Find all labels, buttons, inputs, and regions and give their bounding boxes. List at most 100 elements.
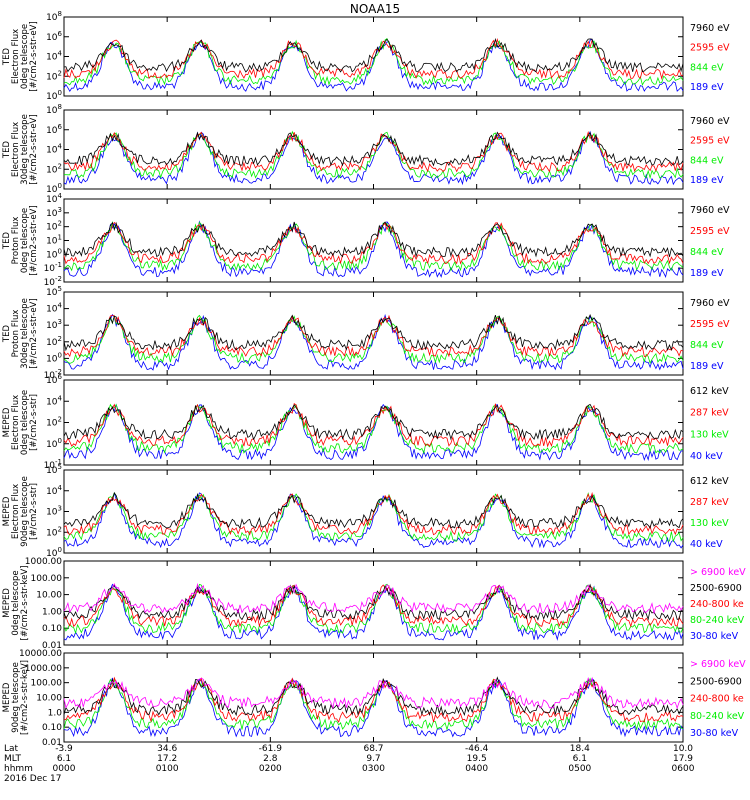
chart-title: NOAA15 — [349, 2, 401, 16]
y-tick-label: 104 — [46, 302, 62, 315]
y-tick-label: 100.00 — [31, 574, 63, 584]
series-line-magenta — [63, 582, 684, 615]
series-line-black — [63, 131, 684, 167]
y-tick-label: 100 — [46, 247, 62, 260]
legend-black: 612 keV — [690, 386, 729, 397]
legend-black: 7960 eV — [690, 116, 730, 127]
y-axis-label: 90deg telescope — [11, 662, 21, 733]
y-axis-label: [#/cm2-s-str-eV] — [29, 114, 39, 184]
y-tick-label: 0.10 — [42, 723, 62, 733]
y-tick-label: 104 — [46, 143, 62, 156]
y-axis-label: [#/cm2-s-str] — [29, 394, 39, 451]
series-line-red — [63, 676, 684, 723]
legend-red: 2595 eV — [690, 43, 730, 54]
x-tick-label-hhmm: 0500 — [568, 764, 591, 774]
x-tick-label-hhmm: 0400 — [465, 764, 488, 774]
y-tick-label: 0.01 — [42, 641, 62, 651]
series-line-green — [63, 583, 684, 635]
y-tick-label: 100 — [46, 437, 62, 450]
panel-frame — [63, 198, 684, 283]
y-axis-label: 30deg telescope — [20, 298, 30, 369]
x-row-label: hhmm — [4, 764, 33, 774]
y-tick-label: 104 — [46, 484, 62, 497]
y-axis-label: [#/cm2-s-str-eV] — [29, 21, 39, 91]
x-tick-label-mlt: 6.1 — [57, 754, 71, 764]
y-tick-label: 100 — [46, 351, 62, 364]
y-tick-label: 103 — [46, 318, 62, 331]
series-line-blue — [63, 583, 684, 641]
x-tick-label-mlt: 19.5 — [467, 754, 487, 764]
panel-frame — [63, 379, 684, 466]
y-tick-label: 10.00 — [36, 591, 62, 601]
legend-green: 844 eV — [690, 62, 724, 73]
y-axis-label: Proton Flux — [11, 310, 21, 358]
y-axis-label: 0deg telescope — [20, 24, 30, 89]
y-axis-label: [#/cm2-s-str-eV] — [29, 205, 39, 275]
x-tick-label-hhmm: 0000 — [53, 764, 76, 774]
y-axis-label: Electron Flux — [11, 122, 21, 177]
series-line-green — [63, 130, 684, 180]
legend-green: 844 eV — [690, 247, 724, 258]
series-line-red — [63, 491, 684, 536]
legend-black: 7960 eV — [690, 23, 730, 34]
legend-black: 7960 eV — [690, 298, 730, 309]
x-tick-label-lat: -3.9 — [55, 744, 73, 754]
x-row-label: Lat — [4, 744, 19, 754]
series-line-red — [63, 221, 684, 265]
y-axis-label: Electron Flux — [11, 484, 21, 539]
x-tick-label-mlt: 9.7 — [366, 754, 380, 764]
series-line-green — [63, 403, 684, 455]
y-tick-label: 10000.00 — [19, 649, 62, 659]
y-tick-label: 103 — [46, 206, 62, 219]
legend-blue: 30-80 keV — [690, 728, 739, 739]
y-tick-label: 104 — [46, 50, 62, 63]
y-tick-label: 100.00 — [31, 679, 63, 689]
y-tick-label: 103 — [46, 505, 62, 518]
legend-red: 240-800 ke — [690, 694, 744, 705]
y-axis-label: 30deg telescope — [20, 114, 30, 185]
legend-blue: 189 eV — [690, 175, 724, 186]
x-tick-label-hhmm: 0200 — [259, 764, 282, 774]
x-tick-label-mlt: 2.8 — [263, 754, 278, 764]
legend-black: 7960 eV — [690, 205, 730, 216]
y-axis-label: TED — [2, 140, 12, 159]
legend-red: 2595 eV — [690, 319, 730, 330]
y-tick-label: 1.0 — [48, 708, 63, 718]
y-axis-label: 0deg telescope — [20, 390, 30, 455]
legend-blue: 30-80 keV — [690, 631, 739, 642]
panel-frame — [63, 109, 684, 190]
y-tick-label: 1000.00 — [25, 557, 62, 567]
y-tick-label: 10.00 — [36, 694, 62, 704]
panel-frame — [63, 291, 684, 376]
legend-blue: 40 keV — [690, 451, 723, 462]
y-tick-label: 106 — [46, 30, 62, 43]
x-row-label: 2016 Dec 17 — [4, 774, 62, 784]
legend-red: 2595 eV — [690, 136, 730, 147]
series-line-black — [63, 403, 684, 441]
legend-blue: 189 eV — [690, 82, 724, 93]
x-tick-label-lat: -46.4 — [465, 744, 489, 754]
y-axis-label: 0deg telescope — [20, 208, 30, 273]
y-tick-label: 102 — [46, 69, 62, 82]
series-line-blue — [63, 220, 684, 278]
legend-green: 80-240 keV — [690, 615, 745, 626]
legend-green: 130 keV — [690, 429, 729, 440]
legend-red: 240-800 ke — [690, 599, 744, 610]
panel-frame — [63, 16, 684, 97]
series-line-red — [63, 130, 684, 173]
series-line-black — [63, 221, 684, 258]
legend-green: 80-240 keV — [690, 711, 745, 722]
series-line-blue — [63, 130, 684, 186]
legend-black: 2500-6900 — [690, 583, 742, 594]
y-axis-label: Proton Flux — [11, 217, 21, 265]
legend-red: 287 keV — [690, 408, 729, 419]
y-tick-label: 104 — [46, 394, 62, 407]
series-line-blue — [63, 677, 684, 738]
y-axis-label: TED — [2, 231, 12, 250]
series-line-blue — [63, 403, 684, 462]
y-axis-label: Electron Flux — [11, 29, 21, 84]
series-line-red — [63, 38, 684, 80]
series-line-black — [63, 583, 684, 621]
y-axis-label: MEPED — [2, 588, 12, 618]
